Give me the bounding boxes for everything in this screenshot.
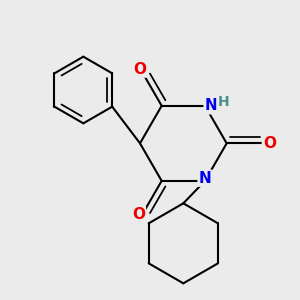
Text: N: N: [205, 98, 218, 113]
Text: O: O: [134, 61, 146, 76]
Text: N: N: [199, 171, 212, 186]
Text: O: O: [263, 136, 276, 151]
Text: O: O: [132, 207, 145, 222]
Text: H: H: [218, 95, 229, 110]
